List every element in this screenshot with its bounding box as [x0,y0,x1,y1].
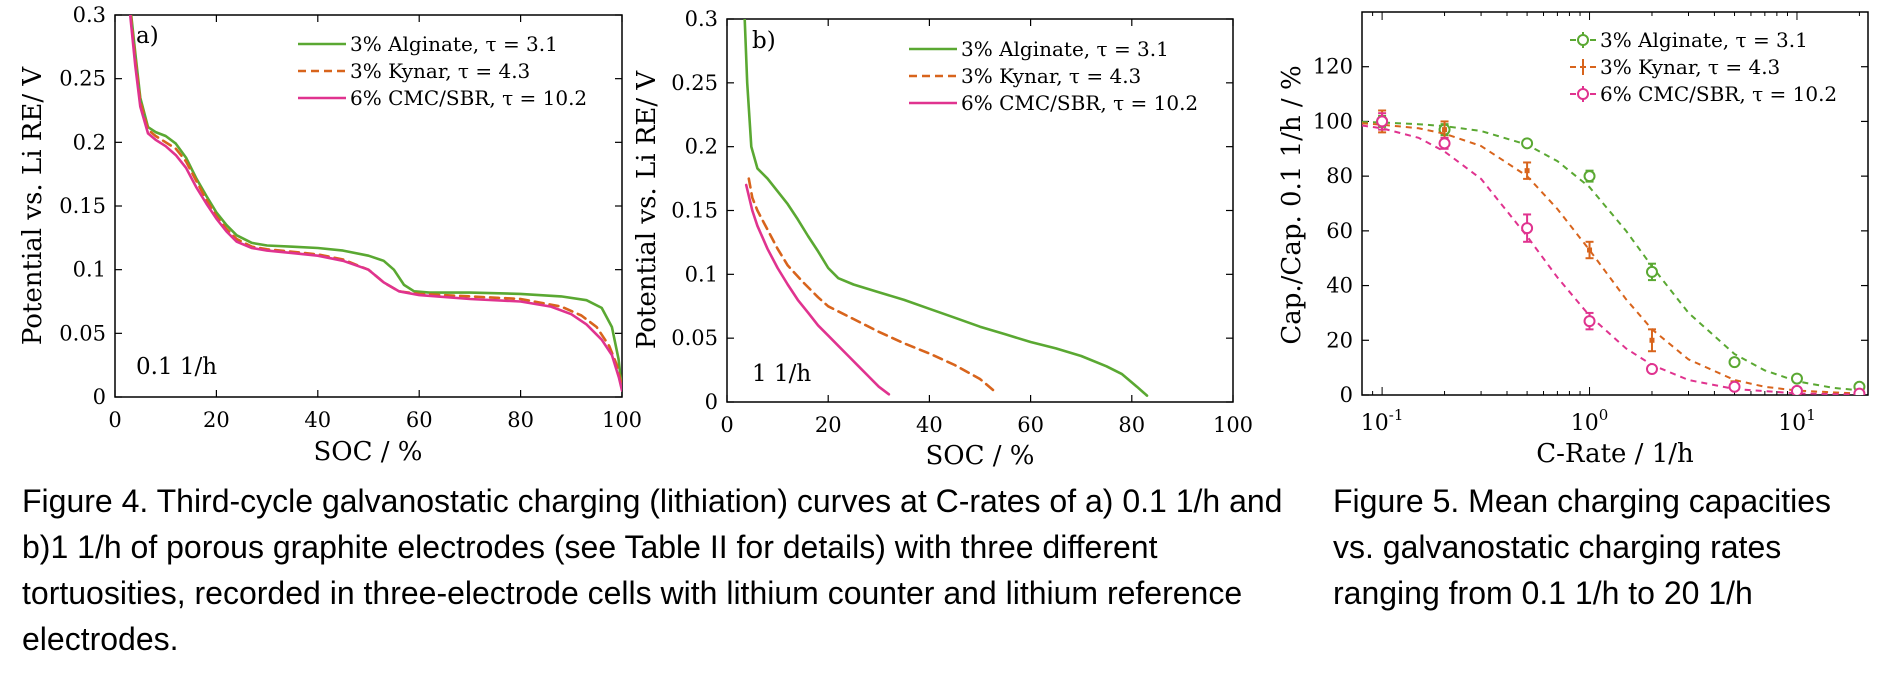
y-tick-label: 40 [1326,274,1353,298]
x-tick-label: 20 [203,408,230,432]
legend-label-3-alginate-3-1: 3% Alginate, τ = 3.1 [350,32,558,56]
data-point-3-kynar-4-3 [1587,247,1593,253]
chart-panel-b: 0 0.05 0.1 0.15 0.2 0.25 0.3 0 20 40 60 80 100 b) 1 … [632,7,1253,471]
plot-frame-b [726,18,1234,403]
x-axis-label-b: SOC / % [925,441,1034,471]
axes-ticks-a: 0 0.05 0.1 0.15 0.2 0.25 0.3 0 20 40 60 80 100 [59,3,642,432]
y-tick-label: 100 [1313,109,1353,133]
y-tick-label: 0.3 [73,3,106,27]
legend-marker-6-cmc-sbr-10-2 [1577,88,1589,100]
y-tick-label: 0 [705,390,718,414]
x-tick-label: 40 [304,408,331,432]
panel-label-b: b) [752,28,776,54]
legend-marker-3-alginate-3-1 [1577,34,1589,46]
chart-panel-a: 0 0.05 0.1 0.15 0.2 0.25 0.3 0 20 40 60 80 100 a) 0.… [18,3,642,467]
data-point-3-alginate-3-1 [1645,265,1658,278]
data-point-6-cmc-sbr-10-2 [1521,222,1534,235]
x-tick-label: 80 [1118,413,1145,437]
plot-frame-a [114,14,623,398]
data-point-6-cmc-sbr-10-2 [1376,115,1389,128]
x-tick-label: 100 [1571,406,1609,436]
data-point-3-alginate-3-1 [1583,170,1596,183]
y-tick-label: 0.25 [59,67,106,91]
y-tick-label: 0.25 [671,71,718,95]
x-tick-label: 80 [507,408,534,432]
x-tick-label: 60 [1017,413,1044,437]
y-tick-label: 0.1 [73,258,106,282]
data-point-3-alginate-3-1 [1521,137,1534,150]
legend-label-6-cmc-sbr-10-2: 6% CMC/SBR, τ = 10.2 [961,91,1198,115]
y-tick-label: 0.15 [59,194,106,218]
data-point-6-cmc-sbr-10-2 [1438,137,1451,150]
x-tick-label: 20 [815,413,842,437]
annotation-b: 1 1/h [752,361,811,387]
x-tick-label: 40 [916,413,943,437]
data-point-6-cmc-sbr-10-2 [1853,387,1866,395]
legend-label-3-kynar-4-3: 3% Kynar, τ = 4.3 [350,59,530,83]
data-point-3-kynar-4-3 [1524,168,1530,174]
legend-c: 3% Alginate, τ = 3.1 3% Kynar, τ = 4.3 6% … [1570,28,1837,106]
legend-label-3-alginate-3-1: 3% Alginate, τ = 3.1 [961,37,1169,61]
axes-ticks-b: 0 0.05 0.1 0.15 0.2 0.25 0.3 0 20 40 60 80 100 [671,7,1253,437]
x-tick-label: 0 [720,413,733,437]
y-tick-label: 0.2 [73,130,106,154]
axes-ticks-c: 0 20 40 60 80 100 120 10-1 100 101 [1313,12,1868,436]
x-tick-label: 10-1 [1361,406,1404,436]
legend-label-3-alginate-3-1: 3% Alginate, τ = 3.1 [1600,28,1808,52]
legend-b: 3% Alginate, τ = 3.1 3% Kynar, τ = 4.3 6% … [909,37,1198,115]
legend-label-6-cmc-sbr-10-2: 6% CMC/SBR, τ = 10.2 [1600,82,1837,106]
chart-panel-c: 0 20 40 60 80 100 120 10-1 100 101 3% Alginate, τ… [1277,11,1869,469]
data-point-3-alginate-3-1 [1790,372,1803,385]
panel-label-a: a) [136,23,159,49]
data-point-3-alginate-3-1 [1728,356,1741,369]
y-tick-label: 20 [1326,328,1353,352]
y-tick-label: 0.3 [685,7,718,31]
series-group-b [743,19,1149,397]
y-tick-label: 0 [93,385,106,409]
data-point-6-cmc-sbr-10-2 [1728,380,1741,393]
series-line-6-cmc-sbr-10-2 [128,15,622,392]
legend-a: 3% Alginate, τ = 3.1 3% Kynar, τ = 4.3 6% … [298,32,587,110]
series-line-6-cmc-sbr-10-2 [744,183,891,396]
series-line-3-alginate-3-1 [743,19,1149,397]
annotation-a: 0.1 1/h [136,354,217,380]
y-tick-label: 0 [1340,383,1353,407]
series-group-a [128,15,622,392]
legend-label-3-kynar-4-3: 3% Kynar, τ = 4.3 [1600,55,1780,79]
y-axis-label-c: Cap./Cap. 0.1 1/h / % [1277,65,1307,344]
data-point-6-cmc-sbr-10-2 [1645,363,1658,376]
y-tick-label: 0.05 [59,321,106,345]
y-tick-label: 60 [1326,219,1353,243]
y-tick-label: 80 [1326,164,1353,188]
x-axis-label-c: C-Rate / 1/h [1536,439,1694,469]
y-tick-label: 0.05 [671,326,718,350]
fit-curve-3-alginate-3-1 [1362,121,1860,392]
figure-4-caption: Figure 4. Third-cycle galvanostatic char… [22,483,1283,657]
x-tick-label: 100 [602,408,642,432]
data-point-3-kynar-4-3 [1442,127,1448,133]
y-axis-label-b: Potential vs. Li RE/ V [632,70,662,350]
y-tick-label: 0.2 [685,135,718,159]
fit-curve-6-cmc-sbr-10-2 [1362,124,1860,395]
figure-5-caption: Figure 5. Mean charging capacities vs. g… [1333,483,1832,611]
y-axis-label-a: Potential vs. Li RE/ V [18,66,48,346]
data-point-6-cmc-sbr-10-2 [1790,384,1803,395]
x-axis-label-a: SOC / % [313,437,422,467]
series-group-c [1362,109,1866,395]
x-tick-label: 100 [1213,413,1253,437]
plot-frame-c [1361,11,1869,396]
legend-label-3-kynar-4-3: 3% Kynar, τ = 4.3 [961,64,1141,88]
y-tick-label: 0.1 [685,262,718,286]
x-tick-label: 101 [1778,406,1816,436]
data-point-3-kynar-4-3 [1649,337,1655,343]
data-point-6-cmc-sbr-10-2 [1583,315,1596,328]
series-line-3-alginate-3-1 [129,15,622,391]
series-line-3-kynar-4-3 [747,177,997,394]
x-tick-label: 0 [108,408,121,432]
y-tick-label: 120 [1313,55,1353,79]
legend-label-6-cmc-sbr-10-2: 6% CMC/SBR, τ = 10.2 [350,86,587,110]
y-tick-label: 0.15 [671,199,718,223]
x-tick-label: 60 [406,408,433,432]
